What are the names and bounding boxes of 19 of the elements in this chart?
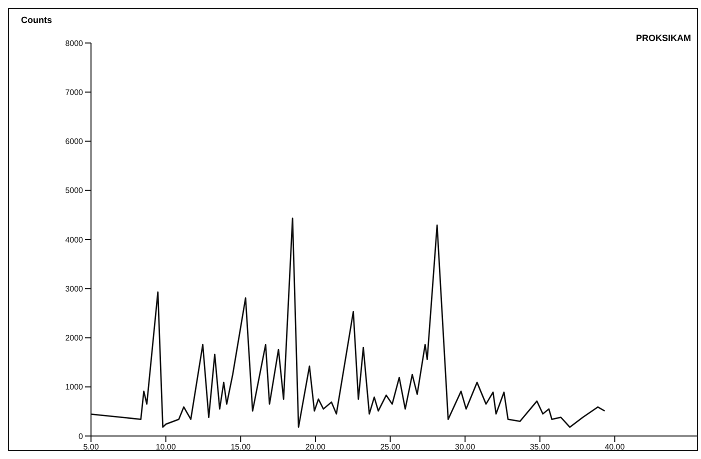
x-tick-label: 5.00 xyxy=(83,442,100,452)
x-tick-label: 30.00 xyxy=(455,442,476,452)
y-tick-label: 6000 xyxy=(65,137,84,146)
chart-subtitle: PROKSIKAM xyxy=(636,33,691,43)
y-tick-label: 1000 xyxy=(65,382,84,392)
y-tick-label: 7000 xyxy=(65,88,84,97)
x-tick-label: 25.00 xyxy=(380,442,401,452)
x-tick-label: 35.00 xyxy=(530,442,550,452)
y-tick-label: 8000 xyxy=(65,38,84,48)
x-tick-label: 10.00 xyxy=(156,442,176,452)
x-tick-label: 20.00 xyxy=(305,442,326,452)
y-tick-label: 5000 xyxy=(65,186,84,196)
x-tick-label: 40.00 xyxy=(604,442,626,452)
y-tick-label: 3000 xyxy=(65,284,84,294)
y-tick-label: 2000 xyxy=(65,334,84,343)
y-axis-title: Counts xyxy=(21,15,52,25)
y-tick-label: 0 xyxy=(78,432,84,441)
y-tick-label: 4000 xyxy=(65,235,84,244)
x-tick-label: 15.00 xyxy=(230,442,252,452)
